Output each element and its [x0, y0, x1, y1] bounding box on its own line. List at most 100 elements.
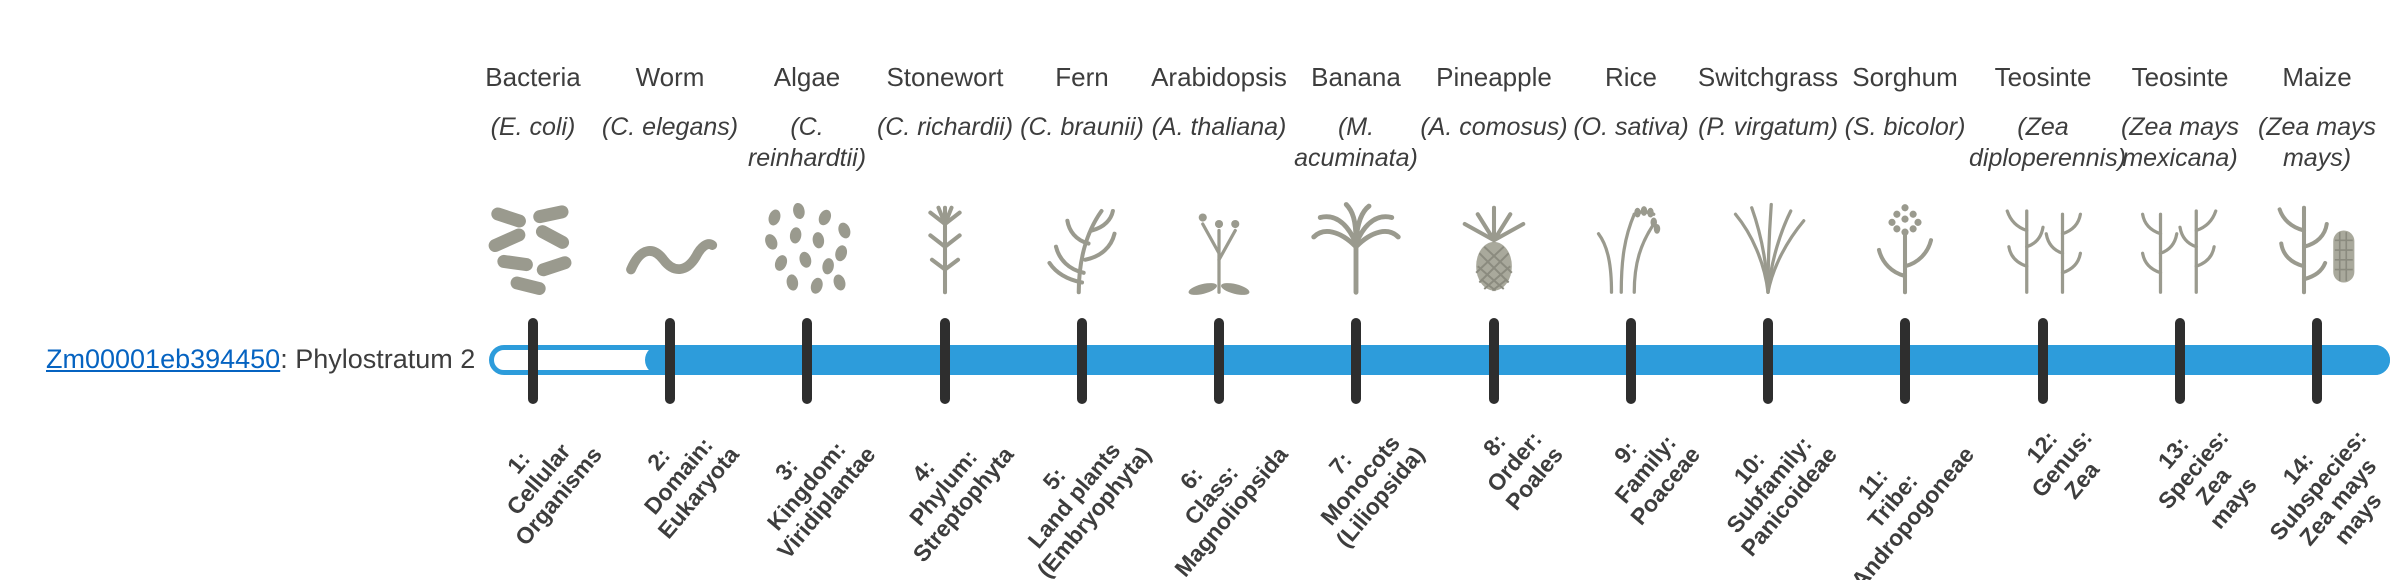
phylostratum-label-1: 1: Cellular Organisms [501, 438, 607, 551]
organism-name: Worm [635, 62, 705, 92]
teosinte-illustration [1963, 182, 2123, 302]
phylostratum-label-2: 2: Domain: Eukaryota [638, 432, 744, 544]
organism-column: Maize (Zea mays mays) [2237, 0, 2397, 320]
phylostratum-bar-fill [645, 345, 2390, 375]
maize-illustration [2237, 182, 2397, 302]
stonewort-illustration [865, 182, 1025, 302]
organism-scientific-name: (M. acuminata) [1294, 113, 1418, 172]
organism-name: Maize [2282, 62, 2352, 92]
switchgrass-icon [1733, 202, 1806, 294]
organism-column: Fern (C. braunii) [1002, 0, 1162, 320]
phylostratum-tick-11 [1900, 318, 1910, 404]
gene-phylostratum-text: : Phylostratum 2 [280, 344, 476, 374]
organism-scientific-name: (S. bicolor) [1844, 113, 1966, 141]
pineapple-illustration [1414, 182, 1574, 302]
worm-icon [626, 239, 718, 275]
organism-name: Fern [1055, 62, 1109, 92]
organism-scientific-name: (Zea mays mexicana) [2120, 113, 2240, 172]
organism-column: Algae (C. reinhardtii) [727, 0, 887, 320]
organism-name: Algae [773, 62, 841, 92]
organism-name: Stonewort [886, 62, 1004, 92]
phylostratum-label-8: 8: Order: Poales [1477, 426, 1568, 515]
phylostratum-tick-9 [1626, 318, 1636, 404]
phylostratum-label-4: 4: Phylum: Streptophyta [904, 441, 1019, 567]
algae-illustration [727, 182, 887, 302]
phylostratum-label-7: 7: Monocots (Liliopsida) [1315, 430, 1430, 553]
phylostratum-tick-2 [665, 318, 675, 404]
organism-column: Bacteria (E. coli) [453, 0, 613, 320]
algae-icon [765, 202, 851, 294]
phylostratum-label-3: 3: Kingdom: Viridiplantae [762, 436, 881, 564]
teosinte-illustration [2100, 182, 2260, 302]
organism-name: Teosinte [2131, 62, 2229, 92]
phylostratum-label-5: 5: Land plants (Embryophyta) [1022, 437, 1156, 580]
phylostratum-label-11: 11: Tribe: Andropogoneae [1845, 441, 1979, 580]
bacteria-icon [488, 205, 572, 296]
gene-label: Zm00001eb394450: Phylostratum 2 [46, 344, 475, 375]
bacteria-illustration [453, 182, 613, 302]
organism-name: Teosinte [1994, 62, 2092, 92]
teosinte-icon [2141, 209, 2218, 294]
phylostratum-tick-4 [940, 318, 950, 404]
organism-scientific-name: (Zea diploperennis) [1969, 113, 2127, 172]
organism-scientific-name: (C. richardii) [876, 113, 1014, 141]
organism-column: Stonewort (C. richardii) [865, 0, 1025, 320]
organism-column: Sorghum (S. bicolor) [1825, 0, 1985, 320]
worm-illustration [590, 182, 750, 302]
phylostratum-tick-8 [1489, 318, 1499, 404]
phylostratum-tick-5 [1077, 318, 1087, 404]
organism-column: Teosinte (Zea mays mexicana) [2100, 0, 2260, 320]
organism-column: Rice (O. sativa) [1551, 0, 1711, 320]
organism-name: Sorghum [1852, 62, 1958, 92]
teosinte-icon [2005, 209, 2082, 294]
phylostratum-tick-12 [2038, 318, 2048, 404]
organism-scientific-name: (C. elegans) [601, 113, 739, 141]
phylostratum-label-6: 6: Class: Magnoliopsida [1169, 441, 1293, 580]
organism-name: Rice [1604, 62, 1657, 92]
banana-illustration [1276, 182, 1436, 302]
organism-column: Arabidopsis (A. thaliana) [1139, 0, 1299, 320]
fern-icon [1047, 208, 1117, 295]
organism-name: Switchgrass [1697, 62, 1839, 92]
fern-illustration [1002, 182, 1162, 302]
rice-illustration [1551, 182, 1711, 302]
organism-scientific-name: (E. coli) [490, 113, 576, 141]
organism-scientific-name: (A. comosus) [1420, 113, 1568, 141]
organism-name: Arabidopsis [1151, 62, 1287, 92]
maize-icon [2277, 205, 2355, 295]
phylostratum-tick-14 [2312, 318, 2322, 404]
organism-scientific-name: (C. braunii) [1020, 113, 1144, 141]
organism-column: Teosinte (Zea diploperennis) [1963, 0, 2127, 320]
phylostratum-tick-1 [528, 318, 538, 404]
phylostratum-tick-6 [1214, 318, 1224, 404]
sorghum-icon [1876, 204, 1934, 295]
stonewort-icon [928, 205, 962, 295]
organism-name: Bacteria [485, 62, 581, 92]
organism-column: Worm (C. elegans) [590, 0, 750, 320]
banana-icon [1311, 202, 1401, 295]
organism-name: Pineapple [1436, 62, 1552, 92]
pineapple-icon [1462, 205, 1526, 292]
organism-column: Switchgrass (P. virgatum) [1688, 0, 1848, 320]
switchgrass-illustration [1688, 182, 1848, 302]
organism-scientific-name: (P. virgatum) [1698, 113, 1838, 141]
organism-scientific-name: (Zea mays mays) [2257, 113, 2377, 172]
phylostratum-tick-7 [1351, 318, 1361, 404]
phylostratum-label-12: 12: Genus: Zea [2020, 424, 2105, 504]
phylostratum-tick-13 [2175, 318, 2185, 404]
organism-scientific-name: (O. sativa) [1573, 113, 1689, 141]
arabidopsis-illustration [1139, 182, 1299, 302]
sorghum-illustration [1825, 182, 1985, 302]
phylostratum-label-9: 9: Family: Poaceae [1608, 429, 1705, 530]
organism-scientific-name: (A. thaliana) [1151, 113, 1287, 141]
organism-column: Pineapple (A. comosus) [1414, 0, 1574, 320]
phylostratum-label-13: 13: Species: Zea mays [2152, 424, 2263, 534]
arabidopsis-icon [1188, 213, 1250, 295]
phylostratum-tick-10 [1763, 318, 1773, 404]
organism-scientific-name: (C. reinhardtii) [747, 113, 867, 172]
organism-column: Banana (M. acuminata) [1276, 0, 1436, 320]
phylostratum-label-14: 14: Subspecies: Zea mays mays [2263, 424, 2387, 551]
gene-id-link[interactable]: Zm00001eb394450 [46, 344, 281, 374]
phylostratum-tick-3 [802, 318, 812, 404]
